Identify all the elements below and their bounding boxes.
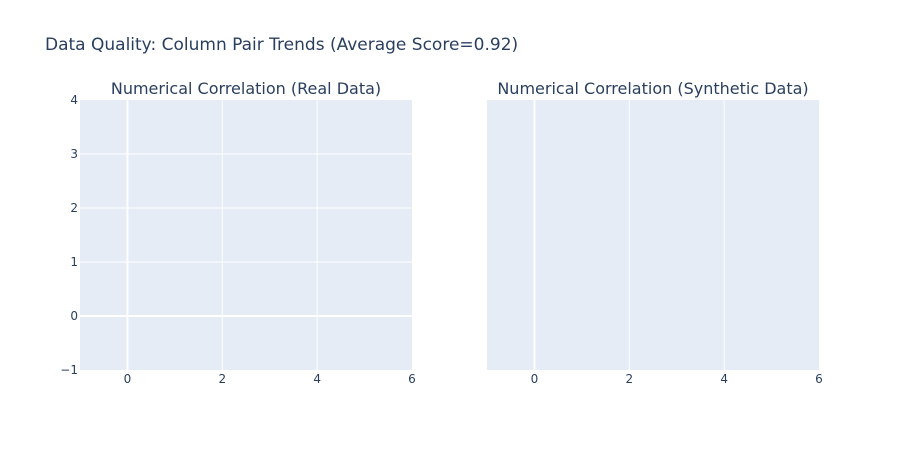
x-tick-label: 4 (720, 372, 728, 386)
x-tick-label: 0 (124, 372, 132, 386)
subplot-1: 0 2 4 6 −1 0 1 2 3 4 Numerical Correlation (Real D… (60, 79, 416, 386)
y-tick-label: 4 (70, 93, 78, 107)
subplot-title: Numerical Correlation (Real Data) (111, 79, 381, 98)
chart-title: Data Quality: Column Pair Trends (Averag… (45, 35, 518, 55)
subplot-title: Numerical Correlation (Synthetic Data) (497, 79, 808, 98)
subplot-2: 0 2 4 6 Numerical Correlation (Synthetic Dat… (487, 79, 823, 386)
x-tick-label: 6 (408, 372, 416, 386)
x-tick-label: 2 (625, 372, 633, 386)
y-tick-label: −1 (60, 363, 78, 377)
plot-area (487, 100, 819, 370)
y-tick-label: 2 (70, 201, 78, 215)
y-tick-label: 1 (70, 255, 78, 269)
plot-area (80, 100, 412, 370)
y-tick-label: 0 (70, 309, 78, 323)
y-tick-label: 3 (70, 147, 78, 161)
x-tick-label: 4 (313, 372, 321, 386)
x-tick-label: 0 (531, 372, 539, 386)
x-tick-label: 2 (218, 372, 226, 386)
subplots: 0 2 4 6 −1 0 1 2 3 4 Numerical Correlation (Real D… (60, 79, 823, 386)
x-tick-label: 6 (815, 372, 823, 386)
